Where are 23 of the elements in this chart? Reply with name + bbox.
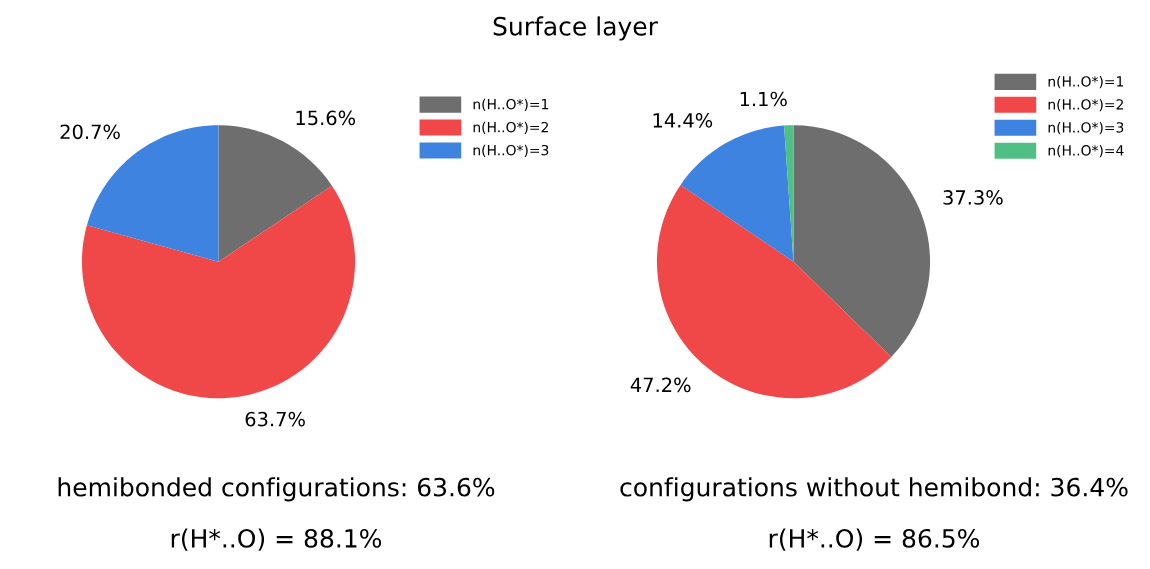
data-label: 37.3% (943, 190, 1003, 205)
text: r(H*..O) = 86.5% (769, 528, 980, 551)
text: hemibonded configurations: 63.6% (58, 477, 495, 502)
legend-label: n(H..O*)=1 (473, 98, 549, 112)
chart-title: Surface layer (493, 16, 658, 41)
data-label: 63.7% (245, 411, 305, 427)
legend-label: n(H..O*)=3 (1048, 121, 1124, 135)
legend-label: n(H..O*)=4 (1048, 144, 1124, 158)
legend-label: n(H..O*)=1 (1048, 75, 1124, 89)
pie-slice (81, 185, 356, 399)
data-label: 47.2% (630, 377, 691, 393)
legend-label: n(H..O*)=3 (473, 144, 549, 158)
text: configurations without hemibond: 36.4% (620, 477, 1128, 502)
legend-label: n(H..O*)=2 (1048, 98, 1123, 112)
data-label: 14.4% (653, 112, 713, 128)
pie-slice (793, 125, 931, 358)
data-label: 20.7% (60, 124, 120, 140)
legend-label: n(H..O*)=2 (473, 121, 548, 135)
pie-slice (218, 125, 332, 262)
data-label: 15.6% (296, 110, 356, 126)
text: r(H*..O) = 88.1% (171, 528, 382, 551)
data-label: 1.1% (740, 91, 787, 107)
pie-slice (784, 125, 794, 262)
